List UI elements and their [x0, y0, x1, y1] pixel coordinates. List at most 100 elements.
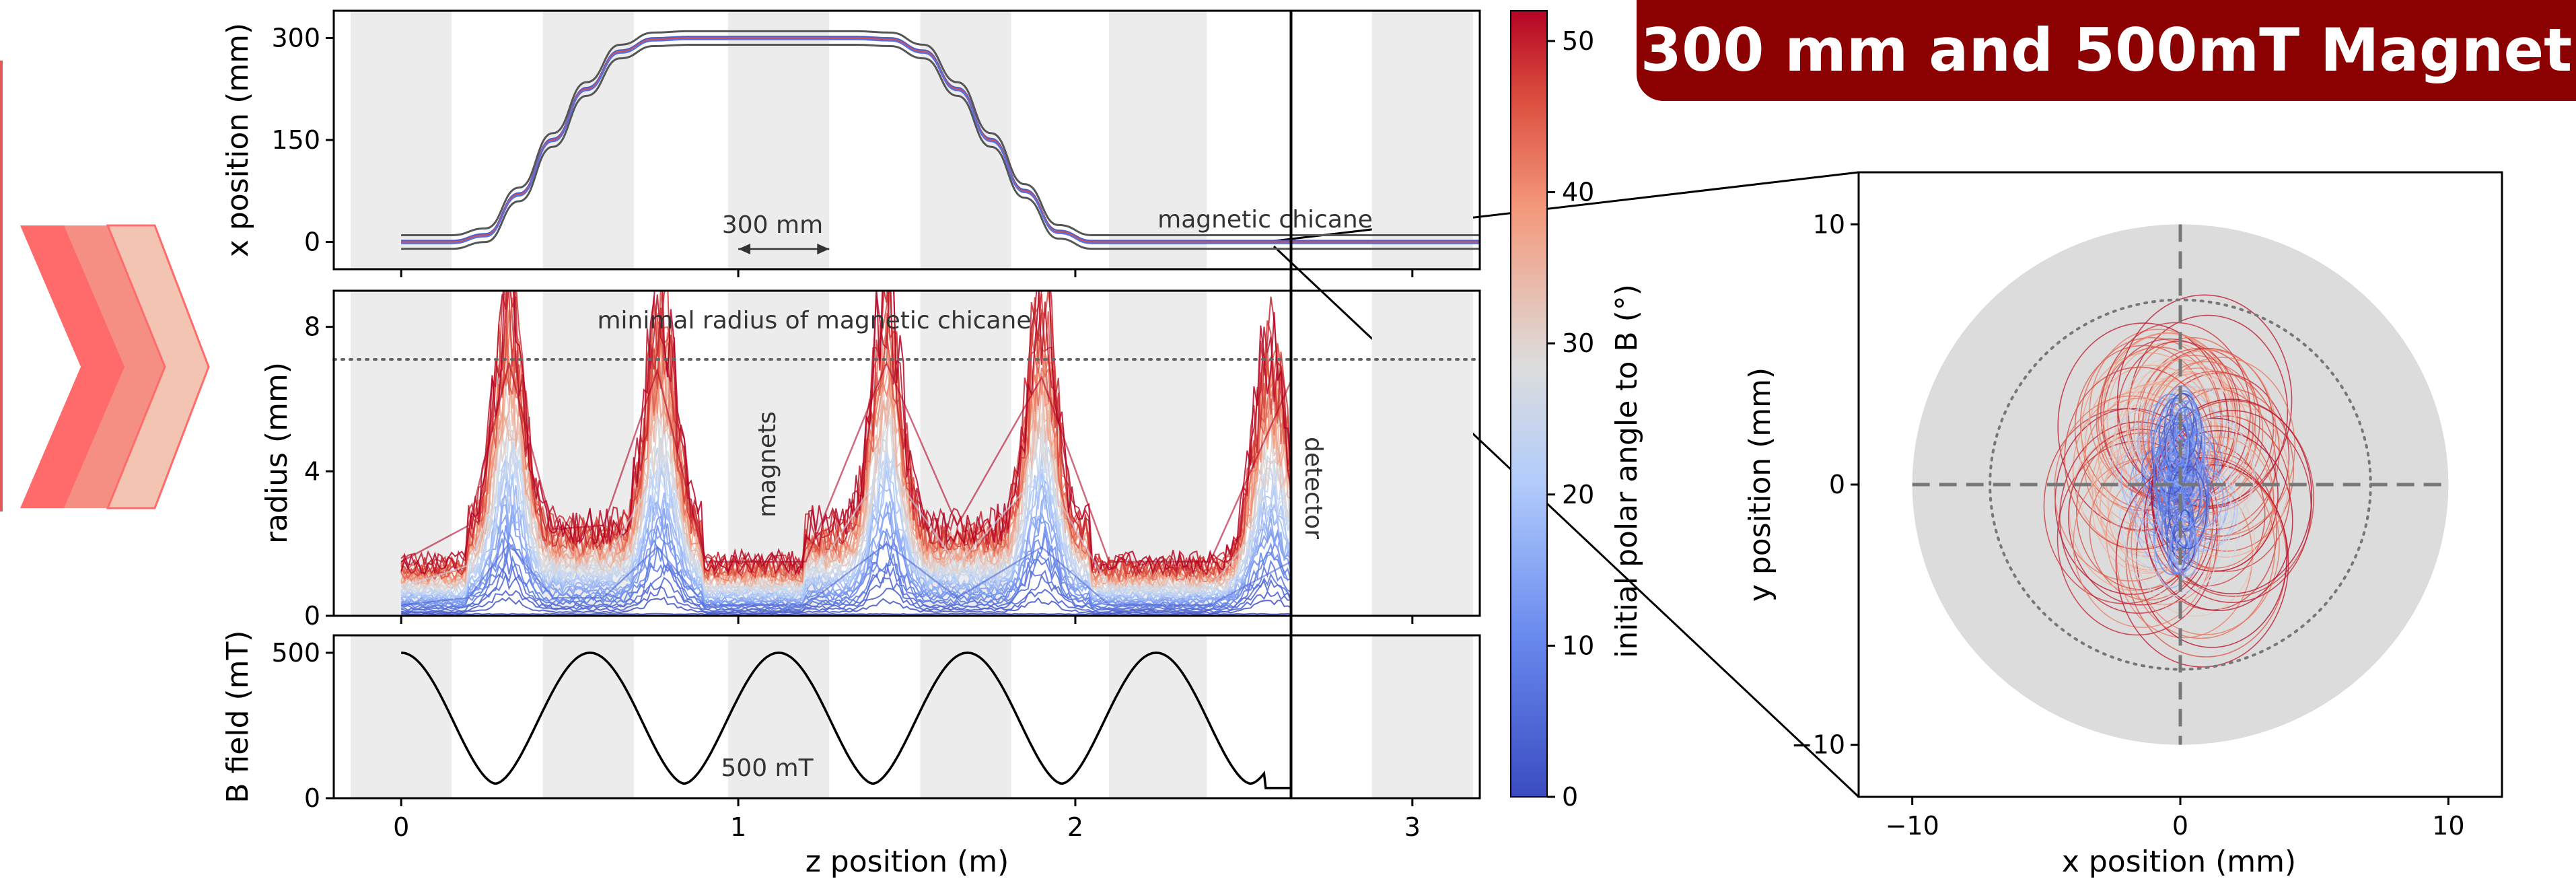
- chevron-arrow-icon: [0, 61, 210, 511]
- zoom-connector-lines: [1273, 171, 1860, 798]
- hit-loop: [2068, 429, 2214, 606]
- top-frame: [332, 9, 1481, 271]
- det-ytick-label: 10: [1813, 209, 1845, 239]
- radius-trajectory: [400, 413, 1292, 596]
- bot-magnet-shade: [1109, 635, 1207, 798]
- bot-xtick-label: 0: [393, 812, 409, 842]
- det-xtick-label: −10: [1886, 811, 1939, 841]
- annotation-minimal-radius: minimal radius of magnetic chicane: [597, 307, 1031, 334]
- bot-xtick-label: 3: [1404, 812, 1421, 842]
- bot-magnet-shade: [920, 635, 1011, 798]
- bot-ytick-label: 500: [271, 638, 320, 668]
- core-loop: [2174, 526, 2200, 577]
- radius-trajectory: [400, 458, 1292, 600]
- top-ytick-label: 300: [271, 23, 320, 52]
- top-ytick-label: 0: [304, 227, 320, 257]
- top-magnet-shade: [1371, 11, 1473, 269]
- bot-shading: [351, 635, 1473, 798]
- radius-series-line: [401, 542, 1292, 606]
- chicane-wall-upper: [401, 30, 1480, 236]
- colorbar-frame: [1510, 10, 1548, 798]
- colorbar-tick-label: 0: [1562, 782, 1578, 812]
- hit-loop: [2081, 352, 2216, 516]
- mid-frame: [332, 289, 1481, 617]
- radius-trajectory: [401, 435, 1292, 598]
- colorbar-label: initial polar angle to B (°): [1610, 284, 1644, 658]
- mid-ytick-label: 4: [304, 456, 320, 486]
- top-yticks: 0 150 300: [271, 23, 334, 257]
- mid-magnet-shade: [1371, 291, 1473, 616]
- bot-xlabel: z position (m): [806, 845, 1009, 879]
- core-loop: [2173, 408, 2206, 476]
- hit-loop: [2125, 461, 2287, 658]
- core-loop: [2158, 397, 2193, 470]
- bot-magnet-shade: [542, 635, 634, 798]
- colorbar-tick-label: 40: [1562, 178, 1594, 207]
- bot-magnet-shade: [351, 635, 452, 798]
- top-ytick-label: 150: [271, 125, 320, 155]
- det-xtick-label: 0: [2172, 811, 2188, 841]
- bot-magnet-shade: [1371, 635, 1473, 798]
- bot-ytick-label: 0: [304, 783, 320, 813]
- bot-xtick-label: 1: [730, 812, 746, 842]
- top-ylabel: x position (mm): [221, 23, 255, 257]
- radius-trajectory: [400, 291, 1292, 575]
- radius-trajectory: [401, 596, 1291, 614]
- bot-frame: [332, 634, 1481, 800]
- arrow-head-right: [817, 244, 830, 254]
- radius-series-line: [400, 361, 1292, 563]
- trajectory-line: [401, 38, 1480, 244]
- top-magnet-shade: [351, 11, 452, 269]
- mid-ytick-label: 8: [304, 312, 320, 342]
- annotation-detector: detector: [1299, 437, 1327, 539]
- radius-trajectory: [401, 512, 1292, 606]
- bfield-curve: [401, 651, 1291, 789]
- radius-series-line: [400, 462, 1292, 588]
- annotation-magnets: magnets: [754, 411, 781, 518]
- annotation-magnetic-chicane: magnetic chicane: [1157, 206, 1373, 234]
- bot-ylabel: B field (mT): [221, 630, 255, 803]
- mid-ytick-label: 0: [304, 601, 320, 631]
- radius-trajectory: [401, 546, 1291, 610]
- top-plot-area: [401, 30, 1480, 250]
- hit-loop: [2131, 454, 2280, 635]
- colorbar-tick-label: 10: [1562, 631, 1594, 660]
- hit-loop: [2098, 383, 2211, 521]
- radius-trajectory: [400, 291, 1292, 577]
- colorbar-tick-label: 30: [1562, 328, 1594, 358]
- det-xtick-label: 10: [2432, 811, 2464, 841]
- mid-plot-area: [400, 291, 1292, 615]
- bfield-panel: 0 500 0 1 2 3: [271, 634, 1481, 842]
- det-ylabel: y position (mm): [1743, 367, 1777, 602]
- radius-trajectory: [400, 344, 1291, 588]
- bot-xticks: [400, 798, 1414, 806]
- hit-loop: [2147, 357, 2296, 536]
- core-loop: [2168, 462, 2201, 532]
- core-loop: [2170, 516, 2197, 572]
- arrow-head-left: [738, 244, 751, 254]
- core-loop: [2153, 407, 2190, 483]
- core-loop: [2172, 406, 2198, 460]
- bot-xtick-labels: 0 1 2 3: [393, 812, 1421, 842]
- mid-xticks: [400, 616, 1414, 624]
- chicane-wall-lower: [401, 44, 1480, 250]
- hit-loop: [2126, 458, 2276, 639]
- annotation-300mm: 300 mm: [722, 211, 823, 239]
- title-badge: 300 mm and 500mT Magnet: [1637, 0, 2576, 101]
- hit-loop: [2148, 370, 2280, 530]
- hit-loop: [2151, 400, 2314, 597]
- det-ytick-label: −10: [1791, 730, 1845, 760]
- top-magnet-shade: [1109, 11, 1207, 269]
- radius-trajectory: [401, 563, 1292, 612]
- title-badge-text: 300 mm and 500mT Magnet: [1640, 15, 2573, 85]
- radius-panel: 0 4 8: [304, 289, 1481, 631]
- trajectory-panel: 0 150 300: [271, 9, 1481, 277]
- bot-magnet-shade: [728, 635, 830, 798]
- core-loop: [2159, 452, 2187, 509]
- bot-yticks: 0 500: [271, 638, 334, 813]
- radius-trajectory: [400, 437, 1292, 599]
- colorbar-gradient: [1511, 11, 1547, 797]
- det-xlabel: x position (mm): [2062, 845, 2296, 879]
- mid-ylabel: radius (mm): [260, 362, 294, 544]
